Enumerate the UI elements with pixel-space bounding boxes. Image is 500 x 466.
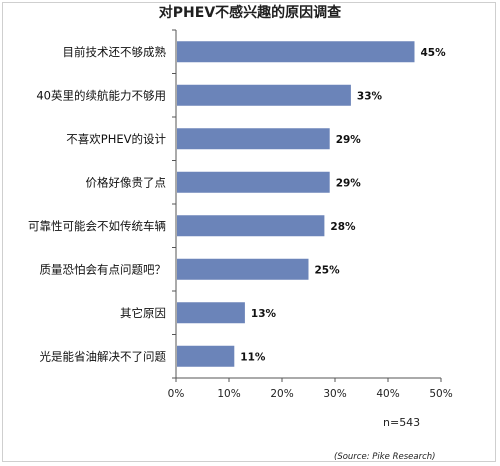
category-label: 价格好像贵了点 — [86, 175, 167, 189]
category-label: 不喜欢PHEV的设计 — [66, 132, 166, 146]
data-label: 25% — [315, 264, 341, 276]
bar — [177, 345, 235, 367]
data-label: 29% — [336, 177, 362, 189]
chart-frame — [2, 2, 496, 462]
sample-size-note: n=543 — [383, 416, 421, 429]
category-label: 可靠性可能会不如传统车辆 — [28, 219, 166, 233]
bar — [177, 215, 325, 237]
bar — [177, 258, 309, 280]
data-label: 28% — [330, 221, 356, 233]
x-tick-label: 50% — [429, 388, 452, 400]
bar — [177, 84, 351, 106]
category-label: 其它原因 — [120, 306, 166, 320]
category-label: 40英里的续航能力不够用 — [36, 88, 166, 102]
data-label: 11% — [240, 351, 266, 363]
category-label: 质量恐怕会有点问题吧？ — [40, 262, 167, 276]
bar — [177, 302, 245, 324]
category-label: 光是能省油解决不了问题 — [40, 349, 167, 363]
x-tick-label: 0% — [168, 388, 185, 400]
source-note: (Source: Pike Research) — [334, 452, 436, 462]
x-tick-label: 40% — [376, 388, 399, 400]
bar — [177, 171, 330, 193]
chart-title: 对PHEV不感兴趣的原因调查 — [158, 5, 342, 21]
data-label: 33% — [357, 90, 383, 102]
bar — [177, 128, 330, 150]
x-tick-label: 30% — [323, 388, 346, 400]
data-label: 13% — [251, 308, 277, 320]
x-tick-label: 20% — [270, 388, 293, 400]
bar — [177, 41, 415, 63]
x-tick-label: 10% — [217, 388, 240, 400]
data-label: 45% — [421, 47, 447, 59]
data-label: 29% — [336, 134, 362, 146]
category-label: 目前技术还不够成熟 — [63, 45, 167, 59]
